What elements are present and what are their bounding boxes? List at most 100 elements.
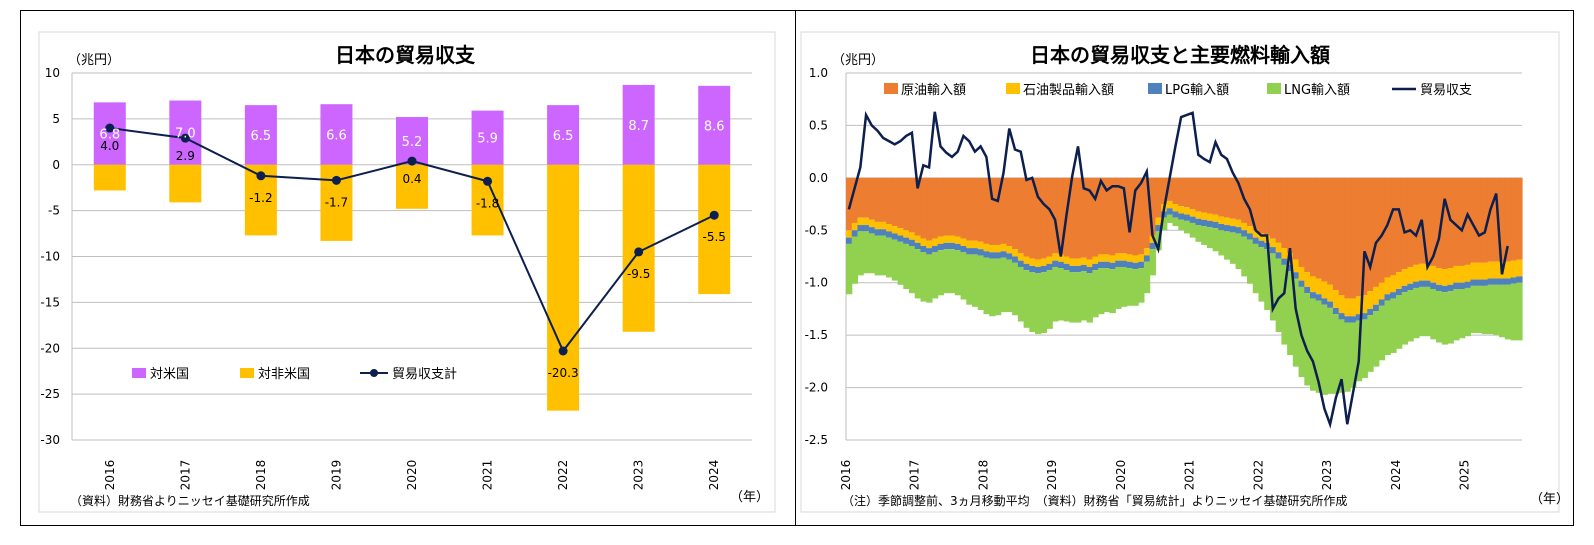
stack-crude-115: [1504, 177, 1512, 262]
stack-lpg-54: [1155, 225, 1162, 232]
stack-lpg-72: [1258, 240, 1265, 248]
stack-products-38: [1063, 256, 1071, 264]
stack-crude-21: [966, 177, 973, 241]
stack-lng-101: [1424, 286, 1431, 337]
stack-lpg-8: [891, 233, 899, 240]
stack-lng-116: [1510, 283, 1517, 341]
stack-lpg-64: [1212, 221, 1219, 229]
right-stacked-columns: [846, 177, 1523, 395]
left-x-tick-label: 2020: [405, 460, 419, 491]
stack-products-94: [1384, 277, 1391, 295]
stack-crude-110: [1476, 177, 1483, 263]
stack-lng-117: [1516, 282, 1523, 341]
stack-products-22: [972, 240, 979, 249]
stack-lng-98: [1407, 290, 1414, 342]
stack-products-3: [863, 217, 870, 226]
left-x-tick-label: 2017: [178, 460, 192, 491]
stack-crude-82: [1315, 177, 1323, 279]
stack-crude-31: [1023, 177, 1030, 257]
stack-lng-9: [897, 241, 904, 285]
stack-lpg-86: [1338, 313, 1346, 320]
right-x-tick-label: 2025: [1458, 460, 1472, 491]
stack-crude-85: [1332, 177, 1340, 291]
left-x-tick-label: 2018: [254, 460, 268, 491]
stack-lng-35: [1046, 270, 1053, 329]
stack-lpg-15: [931, 246, 939, 253]
stack-products-111: [1481, 262, 1489, 280]
stack-products-20: [960, 238, 967, 247]
stack-lpg-43: [1092, 263, 1099, 271]
left-source-note: （資料）財務省よりニッセイ基礎研究所作成: [70, 493, 310, 508]
right-year-unit: （年）: [1530, 492, 1569, 507]
stack-lng-22: [972, 254, 979, 307]
stack-lng-111: [1481, 285, 1489, 335]
stack-products-68: [1235, 219, 1242, 228]
stack-products-50: [1132, 255, 1139, 263]
stack-lng-27: [1000, 257, 1008, 313]
stack-lpg-93: [1378, 299, 1386, 306]
stack-lng-30: [1017, 266, 1025, 322]
stack-lng-53: [1149, 249, 1156, 276]
stack-lng-42: [1086, 273, 1093, 323]
legend-marker-total: [370, 369, 378, 377]
stack-lpg-36: [1052, 260, 1059, 267]
left-total-point-2017: [180, 133, 190, 143]
stack-lng-0: [846, 243, 853, 295]
stack-lng-71: [1252, 243, 1260, 294]
stack-lpg-80: [1304, 286, 1311, 294]
stack-products-1: [851, 222, 859, 231]
stack-crude-81: [1310, 177, 1317, 277]
stack-lpg-42: [1086, 266, 1093, 274]
left-data-labels: 6.8 7.0 6.5 6.6 5.2 5.9 6.5 8.7 8.6 4.0 2.9 -1.2 -1.…: [99, 119, 725, 380]
stack-lng-4: [868, 233, 876, 274]
stack-lpg-75: [1275, 252, 1282, 259]
stack-lpg-69: [1241, 230, 1248, 237]
stack-lpg-39: [1069, 265, 1076, 273]
right-chart-title: 日本の貿易収支と主要燃料輸入額: [1030, 43, 1330, 67]
bar-non-us-2021: [471, 164, 504, 236]
stack-lng-107: [1458, 289, 1466, 339]
legend-swatch-lng: [1267, 83, 1281, 94]
stack-crude-105: [1447, 177, 1454, 269]
stack-crude-46: [1109, 177, 1116, 256]
stack-products-70: [1247, 226, 1254, 234]
stack-lpg-6: [880, 229, 887, 236]
stack-products-12: [914, 235, 922, 243]
stack-crude-91: [1367, 177, 1374, 292]
stack-crude-52: [1143, 177, 1151, 249]
left-y-tick-label: -15: [40, 295, 60, 309]
stack-products-67: [1229, 218, 1237, 227]
stack-lpg-18: [949, 242, 956, 250]
stack-lpg-52: [1143, 255, 1151, 262]
left-x-tick-label: 2023: [632, 460, 646, 491]
stack-products-8: [891, 226, 899, 234]
stack-lpg-27: [1000, 251, 1008, 258]
stack-crude-40: [1075, 177, 1082, 259]
stack-products-104: [1441, 269, 1449, 286]
legend-label-total: 貿易収支計: [392, 366, 457, 382]
stack-products-30: [1017, 253, 1025, 261]
stack-lng-95: [1390, 298, 1397, 353]
stack-products-23: [977, 241, 985, 250]
stack-crude-33: [1035, 177, 1042, 260]
stack-lng-13: [920, 252, 927, 302]
stack-lpg-63: [1206, 220, 1214, 228]
stack-crude-92: [1373, 177, 1380, 287]
stack-products-35: [1046, 256, 1053, 264]
stack-products-37: [1057, 254, 1065, 262]
stack-lng-60: [1189, 222, 1197, 238]
label-total-2020: 0.4: [402, 172, 421, 186]
stack-crude-116: [1510, 177, 1517, 261]
stack-lpg-13: [920, 246, 927, 253]
stack-products-52: [1143, 248, 1151, 256]
stack-products-98: [1407, 266, 1414, 284]
stack-lng-81: [1310, 298, 1317, 391]
stack-lng-70: [1247, 239, 1254, 284]
left-x-tick-label: 2021: [481, 460, 495, 491]
right-y-tick-labels: 1.0 0.5 0.0 -0.5 -1.0 -1.5 -2.0 -2.5: [805, 66, 828, 447]
stack-crude-49: [1126, 177, 1134, 255]
stack-crude-57: [1172, 177, 1179, 205]
bar-us-2022: [547, 105, 580, 165]
stack-lpg-81: [1310, 292, 1317, 299]
stack-lpg-12: [914, 242, 922, 250]
